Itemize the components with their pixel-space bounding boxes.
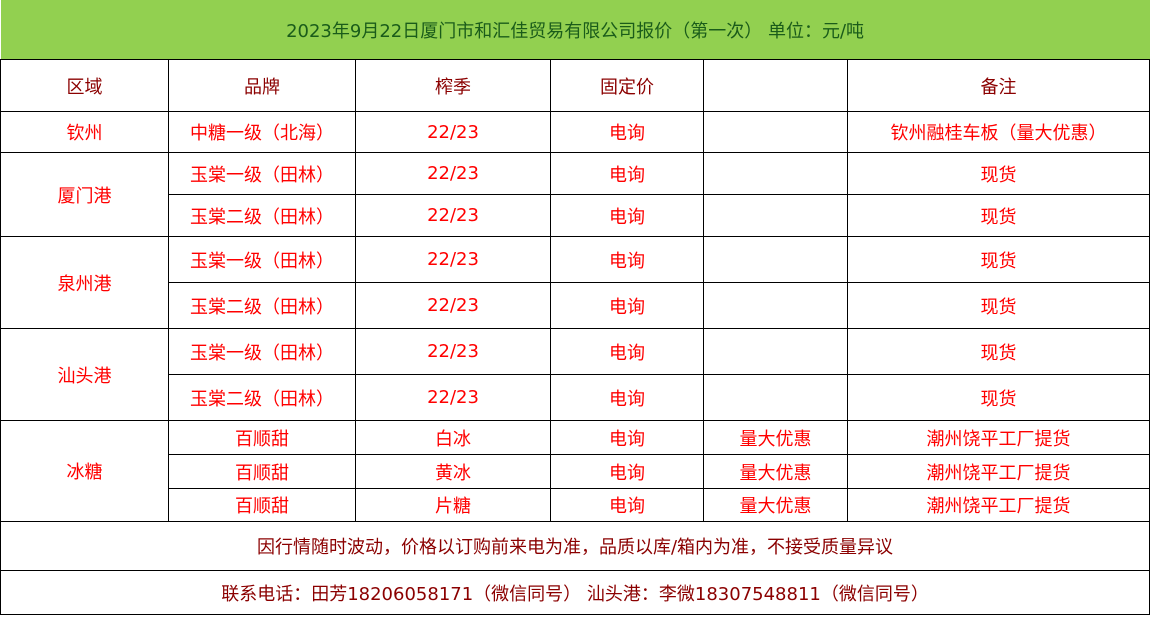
table-row: 厦门港 玉棠一级（田林） 22/23 电询 现货: [0, 152, 1150, 237]
header-remarks: 备注: [846, 59, 1150, 112]
offer-cell: [703, 282, 848, 329]
table-row: 百顺甜 黄冰 电询 量大优惠 潮州饶平工厂提货: [1, 454, 1150, 489]
season-cell: 22/23: [355, 152, 551, 195]
remarks-cell: 现货: [846, 374, 1150, 421]
season-cell: 22/23: [355, 194, 551, 237]
table-row: 玉棠二级（田林） 22/23 电询 现货: [1, 282, 1150, 329]
price-cell: 电询: [550, 420, 704, 455]
price-cell: 电询: [550, 282, 704, 329]
table-row: 汕头港 玉棠一级（田林） 22/23 电询 现货: [0, 328, 1150, 421]
remarks-cell: 钦州融桂车板（量大优惠）: [846, 111, 1150, 153]
header-brand: 品牌: [168, 59, 356, 112]
brand-cell: 中糖一级（北海）: [168, 111, 356, 153]
table-row: 玉棠二级（田林） 22/23 电询 现货: [1, 194, 1150, 237]
region-cell: 厦门港: [0, 152, 169, 237]
header-season: 榨季: [355, 59, 551, 112]
region-cell: 钦州: [0, 111, 169, 153]
price-cell: 电询: [550, 488, 704, 522]
remarks-cell: 潮州饶平工厂提货: [846, 454, 1150, 489]
table-row: 钦州 中糖一级（北海） 22/23 电询 钦州融桂车板（量大优惠）: [0, 111, 1150, 153]
price-cell: 电询: [550, 374, 704, 421]
remarks-cell: 潮州饶平工厂提货: [846, 420, 1150, 455]
offer-cell: [703, 236, 848, 283]
brand-cell: 玉棠二级（田林）: [168, 282, 356, 329]
price-cell: 电询: [550, 236, 704, 283]
notice-row: 因行情随时波动，价格以订购前来电为准，品质以库/箱内为准，不接受质量异议: [0, 521, 1150, 571]
offer-cell: [703, 374, 848, 421]
region-cell: 汕头港: [0, 328, 169, 421]
remarks-cell: 潮州饶平工厂提货: [846, 488, 1150, 522]
season-cell: 黄冰: [355, 454, 551, 489]
table-row: 泉州港 玉棠一级（田林） 22/23 电询 现货: [0, 236, 1150, 329]
season-cell: 22/23: [355, 374, 551, 421]
remarks-cell: 现货: [846, 194, 1150, 237]
offer-cell: [703, 194, 848, 237]
brand-cell: 玉棠一级（田林）: [168, 328, 356, 375]
season-cell: 22/23: [355, 236, 551, 283]
price-cell: 电询: [550, 454, 704, 489]
region-cell: 冰糖: [0, 420, 169, 522]
price-cell: 电询: [550, 111, 704, 153]
offer-cell: 量大优惠: [703, 420, 848, 455]
brand-cell: 玉棠一级（田林）: [168, 236, 356, 283]
season-cell: 白冰: [355, 420, 551, 455]
brand-cell: 玉棠二级（田林）: [168, 374, 356, 421]
table-row: 冰糖 百顺甜 白冰 电询 量大优惠 潮州饶平工厂提货: [0, 420, 1150, 522]
season-cell: 22/23: [355, 328, 551, 375]
offer-cell: 量大优惠: [703, 488, 848, 522]
header-fixed-price: 固定价: [550, 59, 704, 112]
title-row: 2023年9月22日厦门市和汇佳贸易有限公司报价（第一次） 单位：元/吨: [0, 0, 1150, 60]
remarks-cell: 现货: [846, 328, 1150, 375]
region-cell: 泉州港: [0, 236, 169, 329]
season-cell: 22/23: [355, 111, 551, 153]
table-title: 2023年9月22日厦门市和汇佳贸易有限公司报价（第一次） 单位：元/吨: [0, 0, 1150, 60]
remarks-cell: 现货: [846, 282, 1150, 329]
season-cell: 22/23: [355, 282, 551, 329]
offer-cell: 量大优惠: [703, 454, 848, 489]
header-blank: [703, 59, 848, 112]
offer-cell: [703, 152, 848, 195]
offer-cell: [703, 328, 848, 375]
offer-cell: [703, 111, 848, 153]
contact-row: 联系电话：田芳18206058171（微信同号） 汕头港：李微183075488…: [0, 570, 1150, 615]
brand-cell: 百顺甜: [168, 488, 356, 522]
price-cell: 电询: [550, 152, 704, 195]
season-cell: 片糖: [355, 488, 551, 522]
header-row: 区域 品牌 榨季 固定价 备注: [0, 59, 1150, 112]
table-row: 百顺甜 片糖 电询 量大优惠 潮州饶平工厂提货: [1, 488, 1150, 522]
remarks-cell: 现货: [846, 236, 1150, 283]
notice-text: 因行情随时波动，价格以订购前来电为准，品质以库/箱内为准，不接受质量异议: [0, 521, 1150, 571]
price-cell: 电询: [550, 194, 704, 237]
price-cell: 电询: [550, 328, 704, 375]
brand-cell: 玉棠二级（田林）: [168, 194, 356, 237]
contact-text: 联系电话：田芳18206058171（微信同号） 汕头港：李微183075488…: [0, 570, 1150, 615]
remarks-cell: 现货: [846, 152, 1150, 195]
brand-cell: 百顺甜: [168, 420, 356, 455]
brand-cell: 百顺甜: [168, 454, 356, 489]
header-region: 区域: [0, 59, 169, 112]
table-row: 玉棠二级（田林） 22/23 电询 现货: [1, 374, 1150, 421]
brand-cell: 玉棠一级（田林）: [168, 152, 356, 195]
